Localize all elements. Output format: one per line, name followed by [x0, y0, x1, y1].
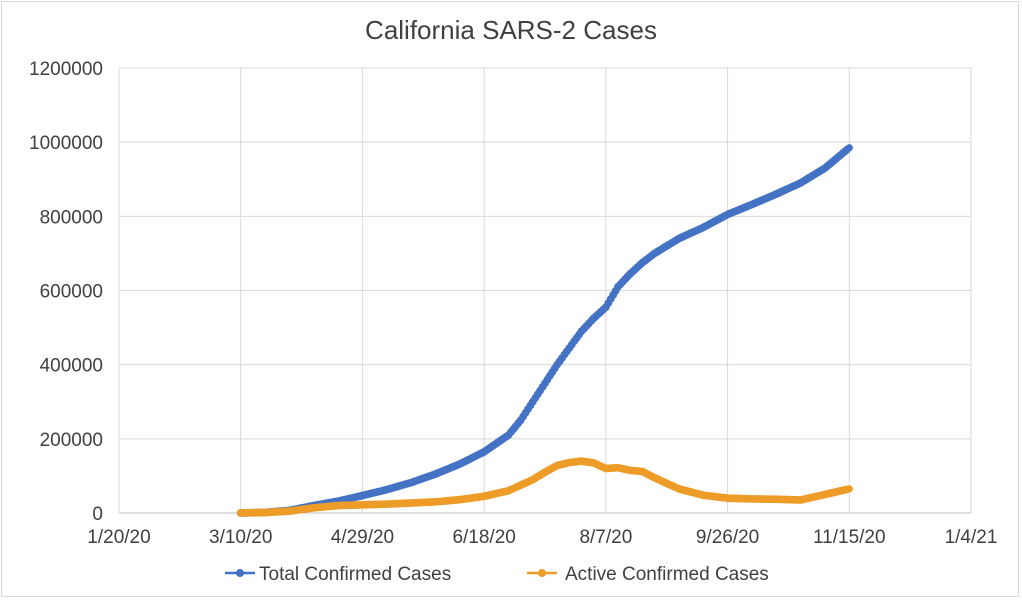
x-tick-label: 11/15/20	[813, 527, 886, 548]
y-tick-label: 1200000	[29, 59, 103, 80]
x-tick-label: 1/20/20	[87, 527, 150, 548]
chart-title: California SARS-2 Cases	[365, 15, 657, 45]
legend-item-2: Active Confirmed Cases	[527, 564, 769, 585]
y-tick-label: 400000	[40, 356, 103, 377]
y-tick-label: 0	[92, 504, 103, 525]
data-point	[845, 485, 853, 493]
legend-label: Total Confirmed Cases	[259, 564, 451, 585]
legend: Total Confirmed Cases Active Confirmed Ca…	[225, 564, 769, 585]
legend-marker	[538, 569, 546, 577]
gridlines	[118, 67, 972, 514]
y-tick-label: 800000	[40, 207, 103, 228]
x-tick-label: 1/4/21	[945, 527, 998, 548]
x-tick-label: 6/18/20	[452, 527, 515, 548]
y-tick-label: 200000	[40, 430, 103, 451]
legend-marker	[236, 569, 244, 577]
legend-label: Active Confirmed Cases	[565, 564, 769, 585]
series-1	[236, 144, 853, 517]
legend-item-1: Total Confirmed Cases	[225, 564, 451, 585]
data-point	[845, 144, 853, 152]
tick-labels: 0 200000 400000 600000 800000 1000000 1200000 1…	[29, 59, 997, 548]
x-tick-label: 8/7/20	[579, 527, 632, 548]
y-tick-label: 1000000	[29, 133, 103, 154]
x-tick-label: 9/26/20	[696, 527, 759, 548]
x-tick-label: 3/10/20	[209, 527, 272, 548]
series-layer	[236, 144, 853, 517]
y-tick-label: 600000	[40, 282, 103, 303]
x-tick-label: 4/29/20	[331, 527, 394, 548]
series-2	[236, 457, 853, 517]
